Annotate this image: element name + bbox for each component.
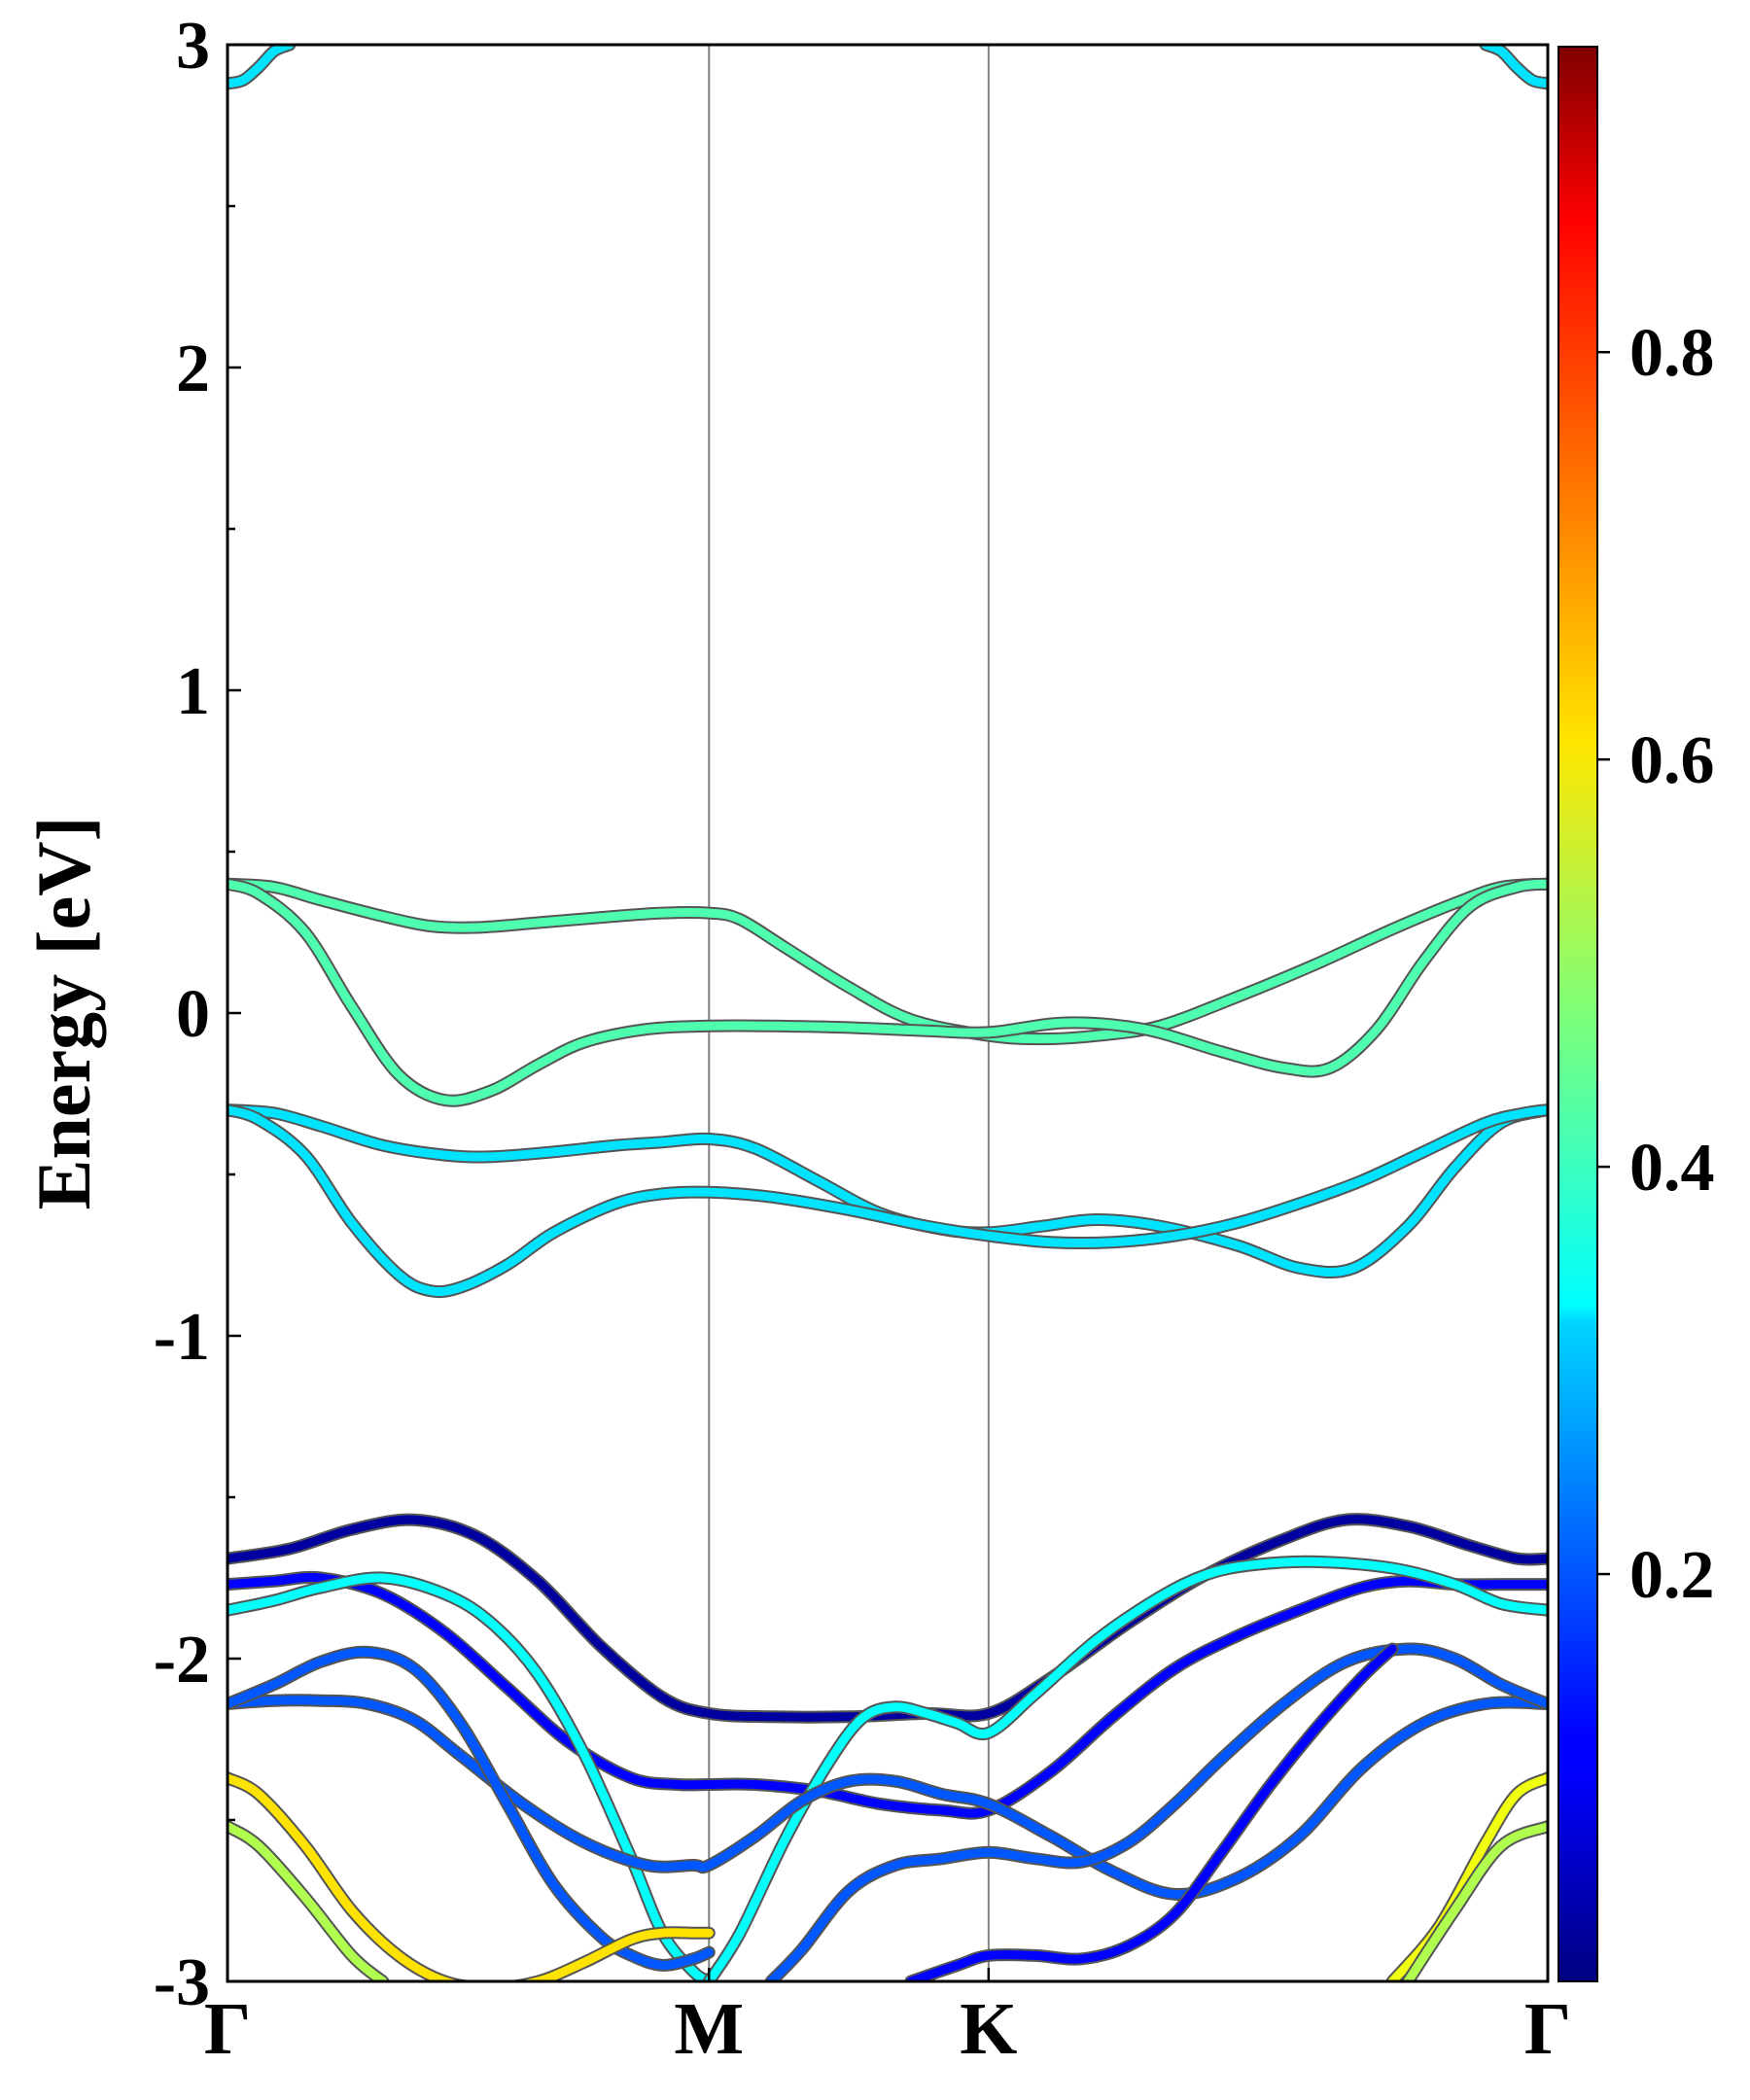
band-5 bbox=[228, 1570, 1548, 1820]
band-outline-0 bbox=[228, 877, 1548, 1046]
colorbar-tick-label: 0.4 bbox=[1629, 1131, 1715, 1206]
band-lines bbox=[228, 45, 1548, 1981]
band-line-16 bbox=[228, 45, 295, 88]
y-axis-title: Energy [eV] bbox=[21, 816, 106, 1209]
band-line-0 bbox=[228, 879, 1548, 1044]
band-line-8 bbox=[228, 1696, 1548, 1899]
band-1 bbox=[228, 877, 1548, 1107]
band-13 bbox=[228, 1820, 390, 1981]
band-line-4 bbox=[228, 1515, 1548, 1722]
colorbar-tick-label: 0.8 bbox=[1629, 316, 1715, 391]
y-tick-label: 2 bbox=[176, 332, 210, 406]
band-line-5 bbox=[228, 1572, 1548, 1818]
band-line-3 bbox=[228, 1105, 1548, 1297]
y-tick-label: -3 bbox=[154, 1945, 210, 2020]
band-line-7 bbox=[704, 1557, 1548, 1981]
colorbar-ticks: 0.2 0.4 0.6 0.8 bbox=[1597, 316, 1715, 1613]
band-line-1 bbox=[228, 879, 1548, 1105]
colorbar-tick-label: 0.2 bbox=[1629, 1538, 1715, 1613]
x-tick-label: Γ bbox=[1524, 1988, 1571, 2070]
band-11 bbox=[904, 1642, 1399, 1981]
band-10 bbox=[764, 1642, 1548, 1981]
y-axis: -3 -2 -1 0 1 2 3 bbox=[154, 9, 241, 2020]
band-line-17 bbox=[1481, 45, 1548, 88]
band-line-11 bbox=[906, 1644, 1397, 1981]
band-line-13 bbox=[228, 1822, 388, 1981]
band-line-15 bbox=[1403, 1822, 1548, 1981]
band-line-12 bbox=[228, 1773, 714, 1981]
colorbar: 0.2 0.4 0.6 0.8 bbox=[1558, 46, 1715, 1982]
band-12 bbox=[228, 1771, 716, 1981]
high-symmetry-lines bbox=[708, 45, 990, 1981]
colorbar-tick-label: 0.6 bbox=[1629, 723, 1715, 798]
y-tick-label: -1 bbox=[154, 1300, 210, 1375]
y-axis-label: Energy [eV] bbox=[21, 816, 106, 1209]
band-3 bbox=[228, 1103, 1548, 1299]
y-tick-label: -2 bbox=[154, 1623, 210, 1698]
band-line-10 bbox=[766, 1644, 1548, 1981]
band-line-9 bbox=[228, 1647, 714, 1970]
band-17 bbox=[1479, 45, 1548, 90]
y-tick-label: 1 bbox=[176, 654, 210, 729]
y-tick-label: 3 bbox=[176, 9, 210, 84]
band-16 bbox=[228, 45, 297, 90]
x-tick-label: M bbox=[674, 1988, 744, 2070]
band-7 bbox=[702, 1555, 1548, 1981]
band-8 bbox=[228, 1694, 1548, 1901]
band-9 bbox=[228, 1645, 716, 1972]
band-outline-1 bbox=[228, 877, 1548, 1107]
band-4 bbox=[228, 1513, 1548, 1724]
x-tick-label: Γ bbox=[204, 1988, 251, 2070]
x-tick-label: K bbox=[960, 1988, 1017, 2070]
band-15 bbox=[1401, 1820, 1548, 1981]
colorbar-gradient bbox=[1558, 46, 1598, 1982]
y-tick-label: 0 bbox=[176, 977, 210, 1052]
band-0 bbox=[228, 877, 1548, 1046]
